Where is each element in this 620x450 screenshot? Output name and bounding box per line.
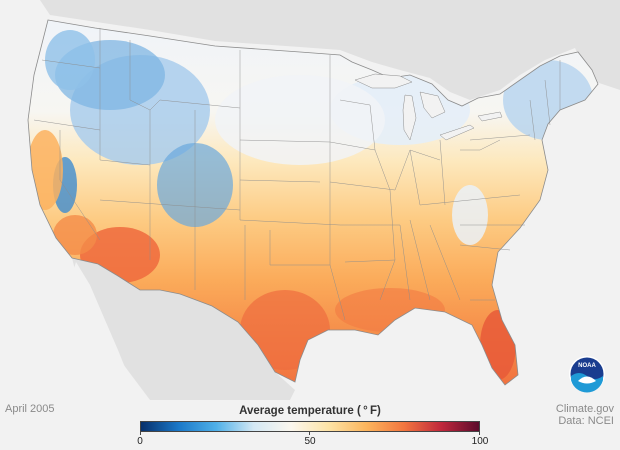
credit-data: Data: NCEI [558,415,614,427]
socal-warm [53,215,97,255]
lake-ontario [477,111,503,122]
mexico-landmass [72,258,295,400]
legend-tickmark-mid [309,432,310,435]
us-outline [27,19,599,386]
canada-landmass [40,0,620,100]
noaa-logo: NOAA [569,356,605,393]
legend-tickmark-min [140,432,141,435]
legend-title: Average temperature ( ° F) [239,405,381,417]
lake-huron [419,91,446,119]
legend-tick-max: 100 [471,436,489,447]
noaa-logo-text: NOAA [578,363,596,369]
temperature-map: NOAA [27,0,620,400]
credit-text: Climate.gov Data: NCEI [556,403,614,427]
legend-tickmark-max [479,432,480,435]
credit-source: Climate.gov [555,403,614,415]
legend-tick-mid: 50 [304,436,316,447]
lake-erie [439,124,475,141]
lake-michigan [402,94,417,141]
cascades-cold [45,30,95,90]
legend-color-bar [140,421,480,432]
state-boundaries [33,28,561,321]
lake-superior [354,73,413,89]
baja-peninsula [72,262,130,388]
plains-pale [215,75,385,165]
florida-hot [480,310,516,380]
legend-tick-min: 0 [137,436,143,447]
date-label: April 2005 [5,403,55,415]
appalachian-cool [452,185,488,245]
